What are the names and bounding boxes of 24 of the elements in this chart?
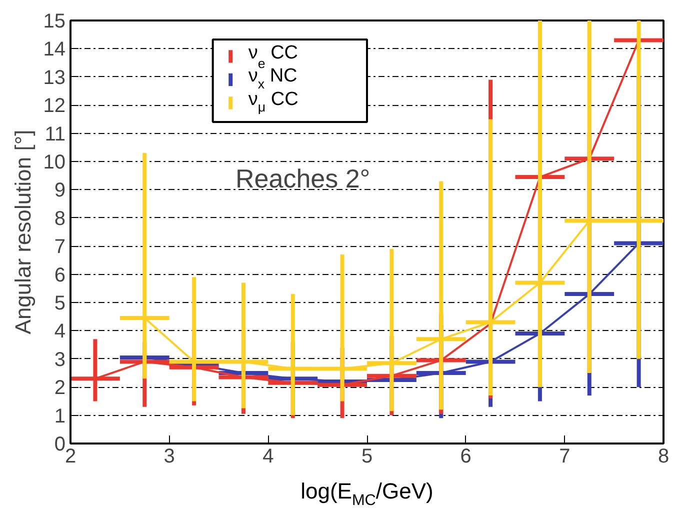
y-tick-label: 10 xyxy=(43,152,66,174)
y-tick-label: 15 xyxy=(43,10,66,32)
y-tick-label: 7 xyxy=(54,236,66,258)
y-tick-label: 3 xyxy=(54,348,66,371)
y-tick-label: 11 xyxy=(44,123,66,146)
x-tick-label: 6 xyxy=(460,446,472,468)
y-tick-label: 2 xyxy=(54,377,66,400)
y-tick-label: 6 xyxy=(54,264,66,286)
x-tick-label: 7 xyxy=(559,446,570,468)
y-tick-label: 13 xyxy=(43,66,66,89)
y-tick-label: 0 xyxy=(54,434,66,456)
x-tick-label: 8 xyxy=(658,446,670,468)
y-tick-label: 14 xyxy=(43,38,66,61)
x-tick-label: 4 xyxy=(262,446,274,468)
x-tick-label: 5 xyxy=(361,446,373,468)
y-tick-label: 4 xyxy=(54,320,66,343)
y-tick-label: 12 xyxy=(43,95,66,118)
y-tick-label: 9 xyxy=(54,180,66,202)
y-tick-label: 1 xyxy=(54,405,66,428)
y-axis-title: Angular resolution [°] xyxy=(10,130,36,334)
y-tick-label: 5 xyxy=(54,292,66,314)
y-tick-label: 8 xyxy=(54,208,66,230)
x-tick-label: 3 xyxy=(164,446,175,468)
annotation: Reaches 2° xyxy=(236,164,370,194)
